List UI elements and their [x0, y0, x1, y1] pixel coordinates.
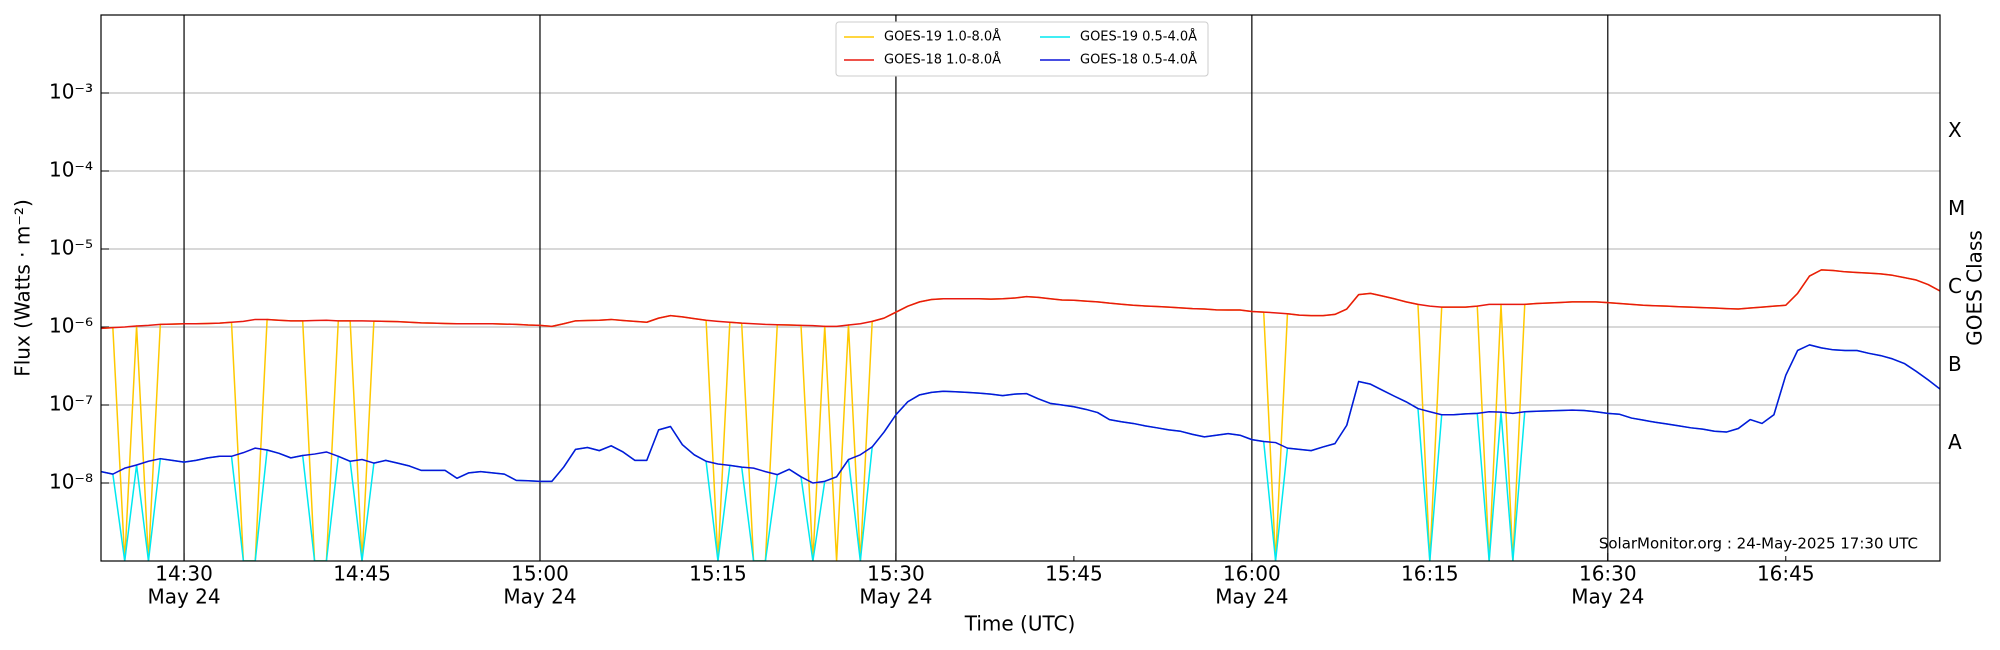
x-tick-date: May 24 — [503, 585, 576, 609]
x-tick-date: May 24 — [1215, 585, 1288, 609]
y-tick-label: 10⁻³ — [49, 80, 93, 104]
x-tick-label: 16:15 — [1401, 562, 1459, 586]
y2-tick-label: X — [1948, 118, 1962, 142]
y-tick-label: 10⁻⁴ — [49, 158, 93, 182]
y-tick-label: 10⁻⁷ — [49, 392, 93, 416]
series-line — [101, 344, 1940, 484]
x-tick-label: 15:15 — [689, 562, 747, 586]
plot-frame — [100, 14, 1941, 562]
x-tick-label: 16:00 — [1223, 562, 1281, 586]
y-axis-label: Flux (Watts · m⁻²) — [11, 199, 35, 377]
y2-tick-label: C — [1948, 274, 1962, 298]
legend-label: GOES-18 0.5-4.0Å — [1080, 52, 1197, 68]
x-tick-label: 15:00 — [511, 562, 569, 586]
x-tick-label: 14:45 — [333, 562, 391, 586]
y2-axis-label: GOES Class — [1963, 230, 1987, 346]
x-tick-label: 15:45 — [1045, 562, 1103, 586]
x-tick-date: May 24 — [147, 585, 220, 609]
legend-label: GOES-19 1.0-8.0Å — [884, 29, 1001, 45]
x-axis-label: Time (UTC) — [964, 612, 1076, 636]
x-tick-label: 15:30 — [867, 562, 925, 586]
x-tick-label: 16:30 — [1579, 562, 1637, 586]
x-tick-date: May 24 — [1571, 585, 1644, 609]
legend-label: GOES-18 1.0-8.0Å — [884, 52, 1001, 68]
series-line — [101, 269, 1940, 330]
y-tick-label: 10⁻⁸ — [49, 470, 93, 494]
x-tick-date: May 24 — [859, 585, 932, 609]
legend-label: GOES-19 0.5-4.0Å — [1080, 29, 1197, 45]
y-tick-label: 10⁻⁶ — [49, 314, 93, 338]
legend-box — [835, 21, 1209, 77]
annotation: SolarMonitor.org : 24-May-2025 17:30 UTC — [1599, 535, 1918, 553]
y-tick-label: 10⁻⁵ — [49, 236, 93, 260]
plot-lines — [101, 269, 1940, 561]
x-tick-label: 16:45 — [1757, 562, 1815, 586]
y2-tick-label: A — [1948, 430, 1962, 454]
y2-tick-label: B — [1948, 352, 1962, 376]
y2-tick-label: M — [1948, 196, 1965, 220]
x-tick-label: 14:30 — [155, 562, 213, 586]
